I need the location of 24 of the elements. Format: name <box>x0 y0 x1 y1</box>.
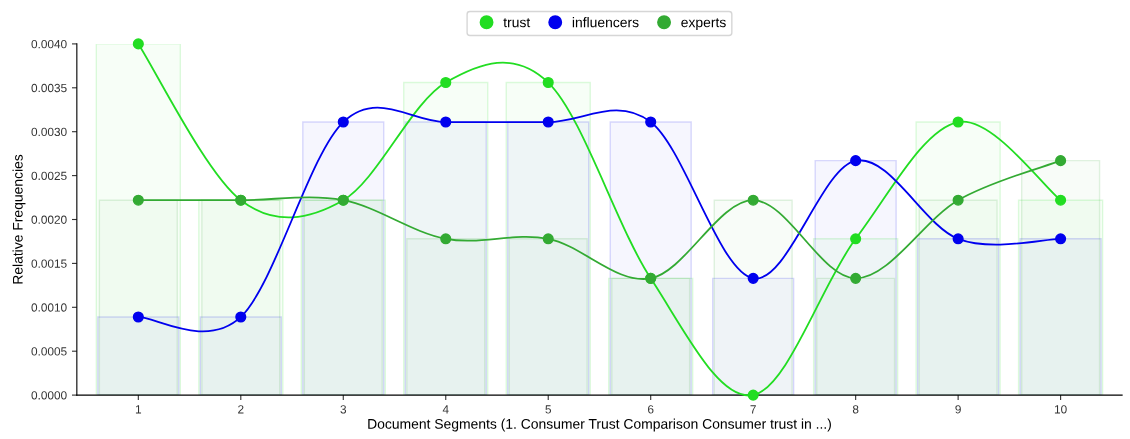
y-tick-label: 0.0010 <box>31 303 67 312</box>
x-tick-label: 8 <box>852 405 859 414</box>
legend-label: trust <box>503 18 531 28</box>
y-tick-label: 0.0020 <box>31 215 67 224</box>
y-axis-title: Relative Frequencies <box>12 154 26 284</box>
y-tick-label: 0.0040 <box>31 39 67 49</box>
y-tick-label: 0.0035 <box>31 83 67 93</box>
x-tick-label: 4 <box>442 405 449 414</box>
x-tick-label: 10 <box>1054 405 1067 414</box>
x-tick-label: 6 <box>648 405 654 414</box>
legend-label: experts <box>681 18 726 31</box>
x-tick-label: 3 <box>340 405 347 414</box>
x-tick-label: 7 <box>750 405 756 414</box>
y-tick-label: 0.0025 <box>31 171 67 180</box>
x-tick-label: 5 <box>545 405 552 414</box>
x-axis-title: Document Segments (1. Consumer Trust Comparison Consumer trust in ...) <box>368 418 831 432</box>
y-tick-label: 0.0000 <box>31 391 67 400</box>
y-tick-label: 0.0030 <box>31 127 67 137</box>
legend-label: influencers <box>572 17 639 28</box>
x-tick-label: 9 <box>955 405 961 414</box>
x-tick-label: 1 <box>135 405 142 414</box>
y-tick-label: 0.0015 <box>31 259 67 268</box>
y-tick-label: 0.0005 <box>31 347 67 356</box>
x-tick-label: 2 <box>238 405 244 414</box>
